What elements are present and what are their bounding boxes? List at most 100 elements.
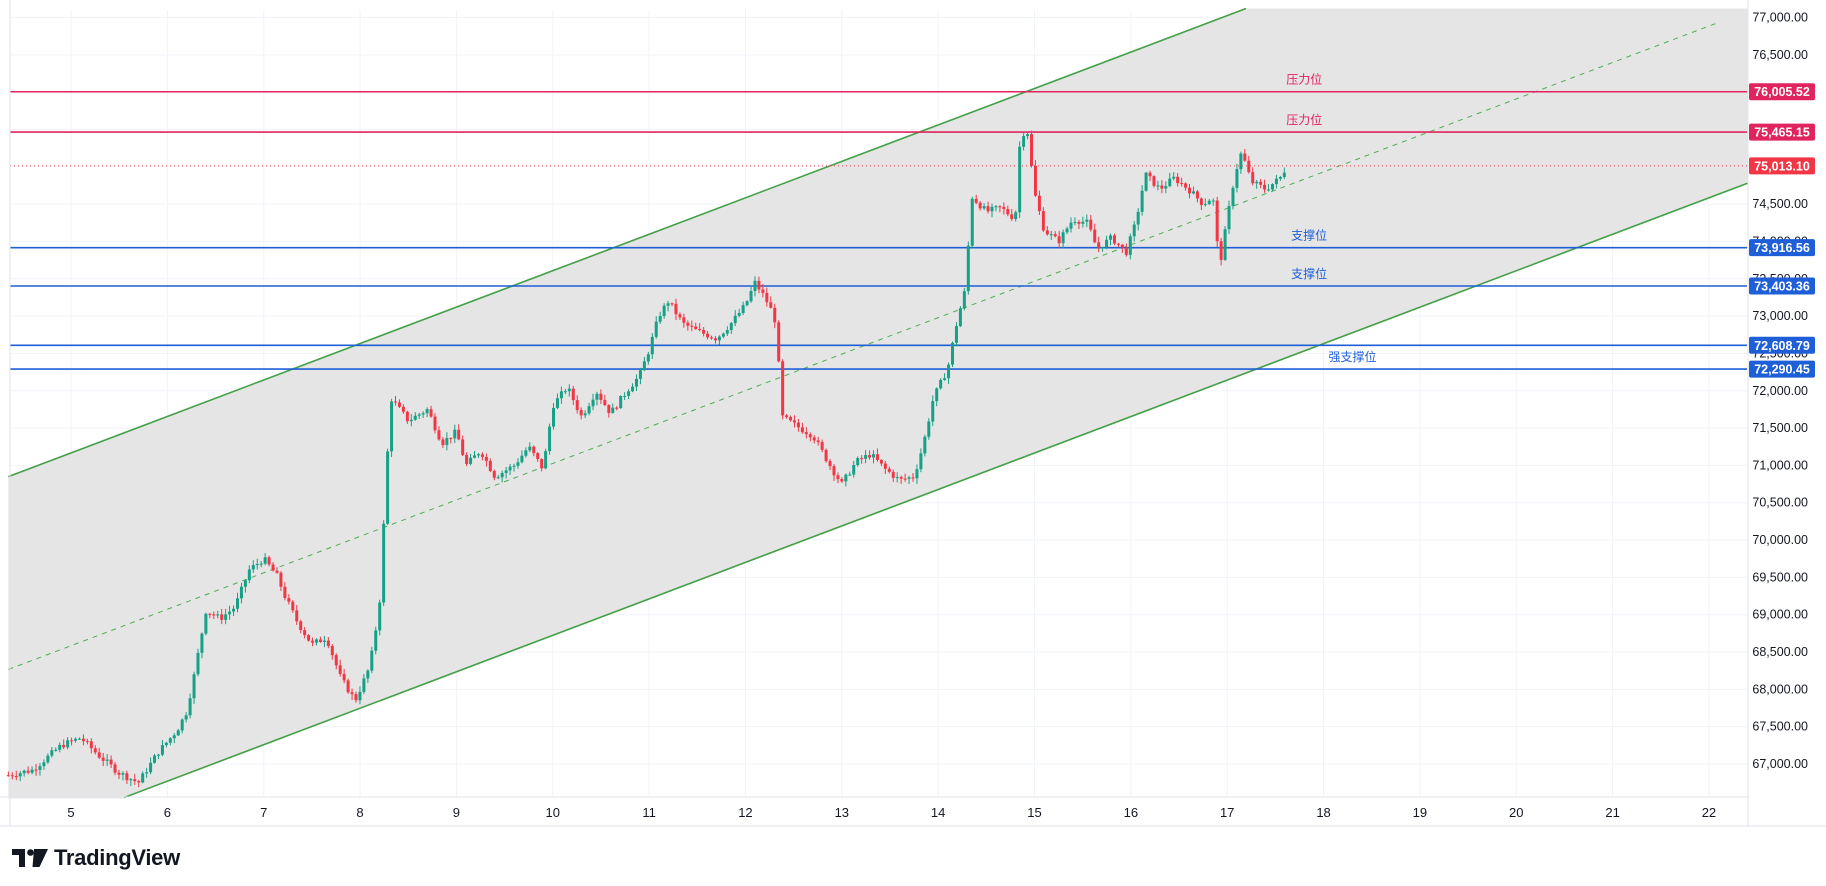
candle-body xyxy=(1030,134,1034,166)
candle-body xyxy=(362,678,366,692)
candle-body xyxy=(117,772,121,775)
candle-body xyxy=(615,407,619,409)
candle-body xyxy=(666,303,670,306)
price-tag[interactable] xyxy=(1749,83,1815,101)
candle-body xyxy=(449,438,453,440)
level-label: 压力位 xyxy=(1286,72,1322,87)
candle-body xyxy=(650,336,654,355)
candle-body xyxy=(58,744,62,750)
candle-body xyxy=(176,730,180,736)
candle-body xyxy=(81,738,85,742)
candle-body xyxy=(314,639,318,643)
candle-body xyxy=(1172,176,1176,179)
tradingview-logo[interactable]: TradingView xyxy=(12,843,180,873)
candle-body xyxy=(433,416,437,431)
candle-body xyxy=(571,388,575,401)
price-tick-label: 73,000.00 xyxy=(1752,309,1808,323)
candle-body xyxy=(662,305,666,317)
time-tick-label: 14 xyxy=(931,805,945,820)
candle-body xyxy=(484,456,488,461)
candle-body xyxy=(401,406,405,412)
candle-body xyxy=(1270,184,1274,190)
price-tag[interactable] xyxy=(1749,336,1815,354)
candle-body xyxy=(765,292,769,303)
price-tick-label: 72,000.00 xyxy=(1752,384,1808,398)
candle-body xyxy=(812,437,816,441)
candle-body xyxy=(1128,236,1132,255)
candle-body xyxy=(429,409,433,417)
candle-body xyxy=(785,415,789,417)
candle-body xyxy=(129,779,133,781)
candle-body xyxy=(1116,243,1120,245)
candle-body xyxy=(836,475,840,480)
candle-body xyxy=(469,457,473,464)
candle-body xyxy=(1203,204,1207,206)
candle-body xyxy=(745,301,749,306)
candle-body xyxy=(1089,219,1093,230)
price-tag[interactable] xyxy=(1749,360,1815,378)
candle-body xyxy=(18,773,22,777)
candle-body xyxy=(350,692,354,695)
candle-body xyxy=(994,206,998,208)
candle-body xyxy=(1002,206,1006,210)
candle-body xyxy=(1231,187,1235,207)
candle-body xyxy=(587,406,591,414)
candle-body xyxy=(674,303,678,315)
candle-body xyxy=(943,378,947,380)
candle-body xyxy=(935,388,939,402)
candle-body xyxy=(524,450,528,456)
candle-body xyxy=(287,598,291,602)
candle-body xyxy=(1180,183,1184,185)
candle-body xyxy=(70,740,74,742)
level-label: 压力位 xyxy=(1286,112,1322,127)
candle-body xyxy=(729,323,733,331)
candle-body xyxy=(1085,219,1089,222)
candle-body xyxy=(1140,190,1144,212)
candle-body xyxy=(1014,212,1018,220)
price-tag[interactable] xyxy=(1749,239,1815,257)
candle-body xyxy=(1045,230,1049,235)
candle-body xyxy=(390,401,394,452)
candle-body xyxy=(279,572,283,587)
candle-body xyxy=(694,326,698,329)
time-tick-label: 8 xyxy=(356,805,363,820)
price-tag[interactable] xyxy=(1749,123,1815,141)
price-tick-label: 71,500.00 xyxy=(1752,421,1808,435)
price-tag-label: 73,916.56 xyxy=(1754,241,1810,255)
candle-body xyxy=(6,775,10,777)
price-tag[interactable] xyxy=(1749,157,1815,175)
time-tick-label: 10 xyxy=(546,805,560,820)
price-tick-label: 71,000.00 xyxy=(1752,458,1808,472)
level-label: 支撑位 xyxy=(1291,266,1327,281)
candle-body xyxy=(66,740,70,748)
candle-body xyxy=(299,621,303,631)
candle-body xyxy=(113,764,117,773)
candle-body xyxy=(1049,234,1053,236)
candle-body xyxy=(966,245,970,292)
candle-body xyxy=(540,459,544,469)
candle-body xyxy=(1081,221,1085,224)
candle-body xyxy=(631,386,635,392)
channel-upper-line[interactable] xyxy=(8,7,1247,478)
candle-body xyxy=(473,455,477,458)
candle-body xyxy=(1243,153,1247,161)
candle-body xyxy=(1274,178,1278,185)
candle-body xyxy=(394,401,398,403)
candle-body xyxy=(1097,242,1101,248)
candle-body xyxy=(121,773,125,775)
candle-body xyxy=(200,633,204,653)
price-tick-label: 69,500.00 xyxy=(1752,570,1808,584)
time-tick-label: 21 xyxy=(1605,805,1619,820)
time-axis[interactable]: 5 6 7 8 9 10 11 12 13 14 15 16 17 18 19 20 21 22 xyxy=(67,805,1716,820)
candle-body xyxy=(1112,235,1116,244)
candle-body xyxy=(1061,232,1065,244)
candle-body xyxy=(465,454,469,464)
candle-body xyxy=(903,478,907,480)
candle-body xyxy=(840,479,844,482)
candle-body xyxy=(263,557,267,564)
candle-body xyxy=(334,655,338,666)
candle-body xyxy=(824,449,828,462)
candle-body xyxy=(1010,214,1014,220)
price-tag[interactable] xyxy=(1749,277,1815,295)
